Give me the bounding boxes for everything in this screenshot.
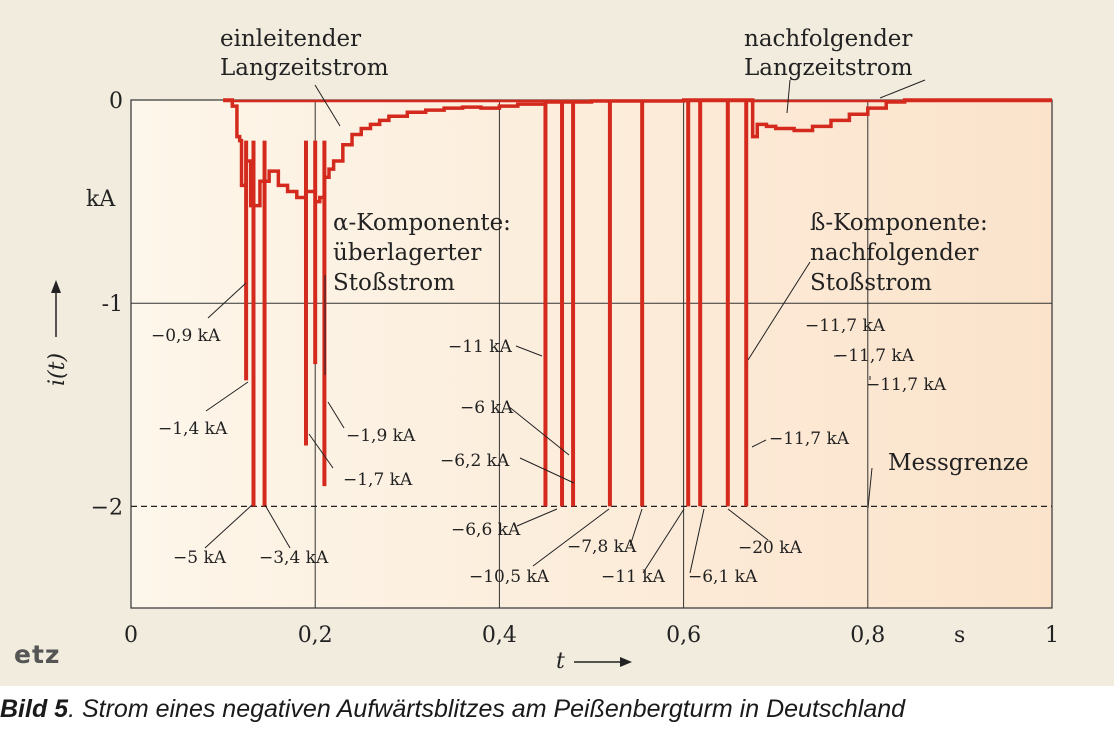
leader-line — [264, 504, 291, 549]
x-unit-label: s — [954, 623, 965, 648]
data-label: −11,7 kA — [866, 375, 947, 395]
annotation-alpha-2: überlagerter — [333, 240, 481, 266]
svg-text:i(t): i(t) — [45, 353, 70, 386]
leader-line — [532, 508, 610, 567]
data-label: −11 kA — [601, 567, 666, 587]
annotation-beta-3: Stoßstrom — [810, 270, 932, 296]
data-label: −11,7 kA — [805, 316, 886, 336]
data-label: −0,9 kA — [151, 326, 221, 346]
leader-line — [207, 282, 247, 319]
leader-line — [867, 467, 873, 509]
caption-text: . Strom eines negativen Aufwärtsblitzes … — [68, 695, 906, 723]
leader-line — [327, 401, 345, 429]
data-label: −11 kA — [448, 337, 513, 357]
x-tick-label: 0 — [124, 623, 138, 648]
etz-logo: etz — [14, 640, 61, 669]
y-unit-label: kA — [86, 187, 116, 212]
svg-text:t: t — [556, 649, 565, 674]
data-label: −20 kA — [738, 538, 803, 558]
annotation-alpha-1: α-Komponente: — [333, 210, 511, 236]
annotation-einleitender-2: Langzeitstrom — [220, 55, 389, 81]
leader-line — [786, 79, 791, 114]
leader-line — [642, 508, 685, 574]
leader-line — [204, 504, 253, 549]
x-tick-label: 1 — [1045, 623, 1059, 648]
data-label: −1,4 kA — [158, 419, 228, 439]
data-label: −10,5 kA — [469, 567, 550, 587]
leader-line — [205, 381, 249, 412]
current-chart: 0 0,2 0,4 0,6 0,8 1 0 -1 −2 kA s t i(t) einleite… — [45, 26, 1059, 674]
data-label: −6,1 kA — [688, 567, 758, 587]
x-tick-label: 0,6 — [666, 623, 701, 648]
leader-line — [516, 508, 558, 527]
caption-prefix: Bild 5 — [0, 695, 69, 723]
x-tick-label: 0,4 — [482, 623, 517, 648]
annotation-beta-2: nachfolgender — [810, 240, 978, 266]
x-axis-label: t — [556, 649, 632, 674]
data-label: −11,7 kA — [834, 346, 915, 366]
y-tick-label: −2 — [91, 495, 123, 520]
leader-line — [879, 79, 926, 99]
x-tick-label: 0,2 — [298, 623, 333, 648]
x-tick-label: 0,8 — [850, 623, 885, 648]
leader-line — [747, 261, 811, 361]
data-label: −5 kA — [173, 548, 227, 568]
data-label: −11,7 kA — [769, 429, 850, 449]
data-label: −6,2 kA — [440, 451, 510, 471]
annotation-nachfolgender-2: Langzeitstrom — [744, 55, 913, 81]
y-tick-label: 0 — [109, 89, 123, 114]
leader-line — [751, 439, 767, 448]
leader-line — [507, 405, 570, 456]
leader-line — [314, 84, 341, 127]
leader-line — [515, 345, 543, 357]
data-label: −7,8 kA — [567, 537, 637, 557]
leader-line — [519, 457, 575, 484]
current-signal — [223, 98, 1052, 507]
annotation-beta-1: ß-Komponente: — [810, 210, 988, 236]
axis-ticks: 0 0,2 0,4 0,6 0,8 1 0 -1 −2 — [91, 89, 1059, 648]
leader-lines — [204, 79, 926, 574]
y-tick-label: -1 — [102, 292, 123, 317]
series-line — [223, 98, 1052, 208]
leader-line — [689, 508, 705, 574]
data-label: −3,4 kA — [259, 548, 329, 568]
leader-line — [308, 433, 334, 469]
annotation-alpha-3: Stoßstrom — [333, 270, 455, 296]
figure-caption: Bild 5. Strom eines negativen Aufwärtsbl… — [0, 695, 905, 724]
annotation-einleitender-1: einleitender — [220, 26, 361, 52]
leader-line — [629, 508, 643, 547]
measurement-limit-label: Messgrenze — [888, 450, 1029, 476]
data-label: −1,7 kA — [343, 470, 413, 490]
data-label: −6 kA — [460, 398, 514, 418]
annotation-nachfolgender-1: nachfolgender — [744, 26, 912, 52]
data-label: −1,9 kA — [346, 426, 416, 446]
leader-line — [727, 508, 769, 541]
data-label: −6,6 kA — [451, 520, 521, 540]
y-axis-label: i(t) — [45, 280, 70, 386]
